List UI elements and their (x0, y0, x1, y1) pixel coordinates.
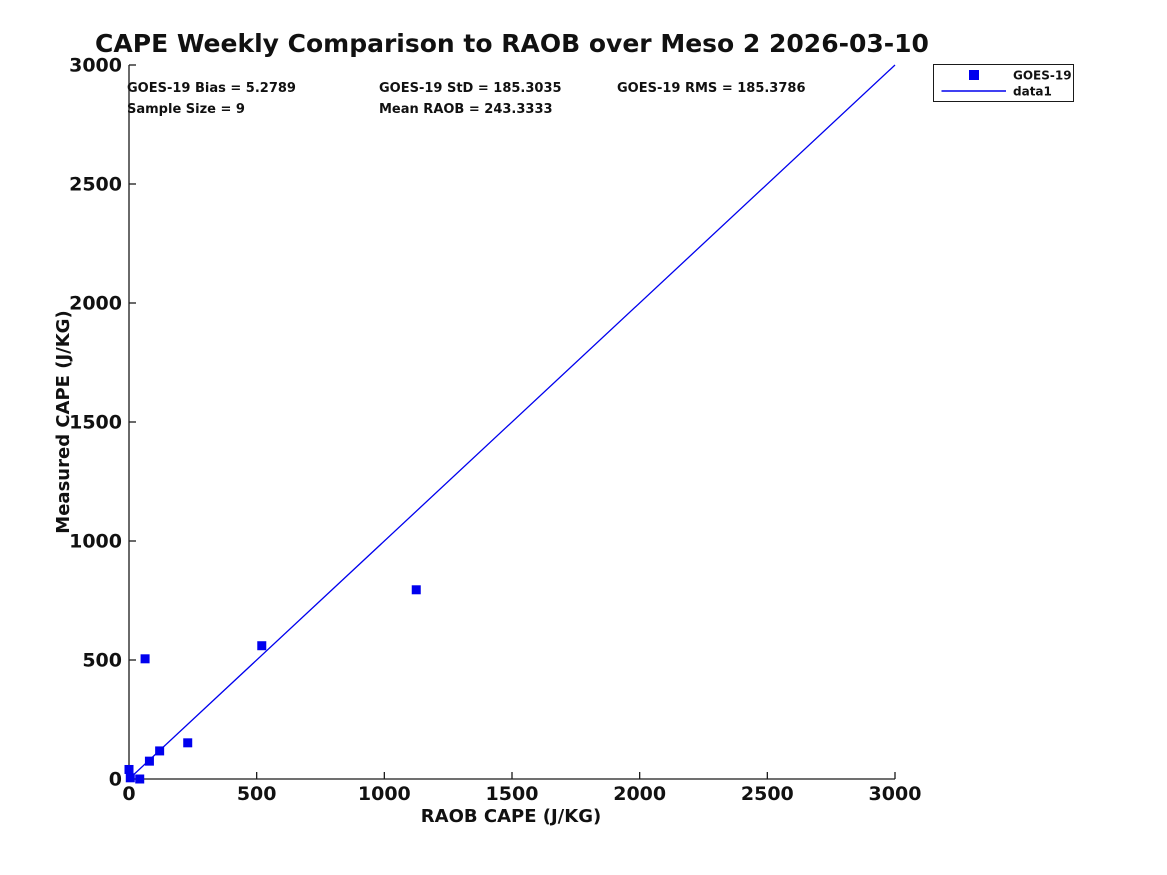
data-point (135, 774, 145, 784)
y-tick-label: 0 (109, 769, 122, 791)
stat-rms: GOES-19 RMS = 185.3786 (617, 81, 806, 96)
data-point (124, 764, 134, 774)
legend-label-goes19: GOES-19 (1013, 69, 1072, 83)
x-tick-label: 500 (237, 783, 277, 805)
legend-box (933, 64, 1074, 102)
stat-bias: GOES-19 Bias = 5.2789 (127, 81, 296, 96)
x-tick-label: 0 (122, 783, 135, 805)
x-tick-label: 3000 (869, 783, 922, 805)
legend-label-data1: data1 (1013, 85, 1052, 99)
y-tick-label: 1500 (69, 412, 122, 434)
y-tick-label: 2500 (69, 174, 122, 196)
y-tick-label: 3000 (69, 55, 122, 77)
x-tick-label: 2500 (741, 783, 794, 805)
identity-line (128, 64, 896, 780)
data-point (257, 641, 267, 651)
legend: GOES-19 data1 (933, 64, 1074, 102)
plot-area: 0 500 1000 1500 2000 2500 3000 0 500 1000 1500 2000… (69, 55, 921, 806)
x-tick-label: 1500 (486, 783, 539, 805)
stat-std: GOES-19 StD = 185.3035 (379, 81, 562, 96)
y-tick-label: 500 (82, 650, 122, 672)
data-point (411, 585, 421, 595)
stat-mean-raob: Mean RAOB = 243.3333 (379, 102, 553, 117)
y-tick-label: 2000 (69, 293, 122, 315)
legend-square-marker-icon (969, 70, 979, 80)
y-axis-label: Measured CAPE (J/KG) (53, 310, 74, 533)
data-point (183, 738, 193, 748)
chart-title: CAPE Weekly Comparison to RAOB over Meso… (95, 29, 929, 58)
data-point (140, 654, 150, 664)
y-tick-label: 1000 (69, 531, 122, 553)
x-axis-label: RAOB CAPE (J/KG) (421, 806, 601, 827)
x-tick-label: 2000 (613, 783, 666, 805)
data-point (144, 756, 154, 766)
stat-sample-size: Sample Size = 9 (127, 102, 245, 117)
x-tick-label: 1000 (358, 783, 411, 805)
